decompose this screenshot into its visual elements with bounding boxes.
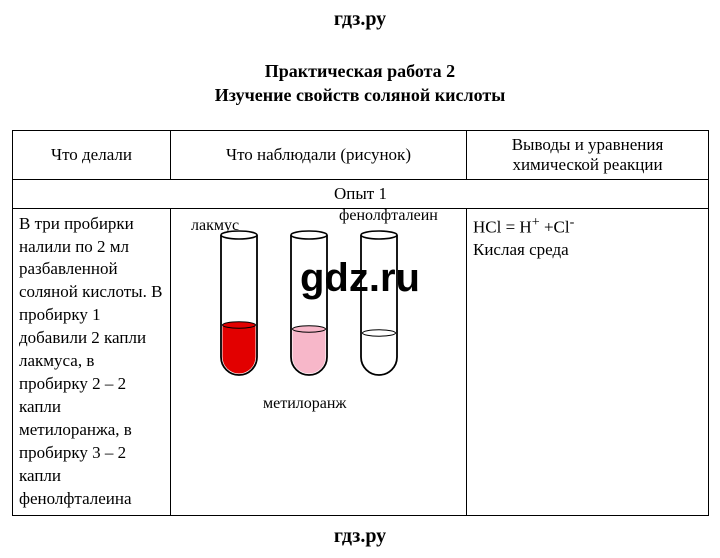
table-header-row: Что делали Что наблюдали (рисунок) Вывод… — [13, 130, 709, 179]
table-row: В три пробирки налили по 2 мл разбавленн… — [13, 208, 709, 515]
cell-conclusions: HCl = H+ +Cl- Кислая среда — [467, 208, 709, 515]
cell-diagram: лакмус фенолфталеин метилоранж — [171, 208, 467, 515]
conclusion-line2: Кислая среда — [473, 240, 569, 259]
test-tubes-diagram — [177, 229, 457, 429]
eq-sup1: + — [532, 214, 540, 230]
experiment-table: Что делали Что наблюдали (рисунок) Вывод… — [12, 130, 709, 516]
label-phenolphthalein: фенолфталеин — [339, 207, 438, 225]
cell-what-did: В три пробирки налили по 2 мл разбавленн… — [13, 208, 171, 515]
th-what-did: Что делали — [13, 130, 171, 179]
experiment-label: Опыт 1 — [13, 179, 709, 208]
eq-sup2: - — [570, 214, 575, 230]
conclusions-text: HCl = H+ +Cl- Кислая среда — [473, 213, 702, 263]
title-line1: Практическая работа 2 — [0, 59, 720, 83]
eq-part2: +Cl — [540, 217, 570, 236]
what-did-text: В три пробирки налили по 2 мл разбавленн… — [19, 213, 164, 511]
site-header: гдз.ру — [0, 0, 720, 31]
site-footer: гдз.ру — [0, 525, 720, 548]
title-line2: Изучение свойств соляной кислоты — [0, 83, 720, 107]
th-conclusions: Выводы и уравнения химической реакции — [467, 130, 709, 179]
eq-part1: HCl = H — [473, 217, 532, 236]
title-block: Практическая работа 2 Изучение свойств с… — [0, 59, 720, 108]
experiment-label-row: Опыт 1 — [13, 179, 709, 208]
th-what-observed: Что наблюдали (рисунок) — [171, 130, 467, 179]
